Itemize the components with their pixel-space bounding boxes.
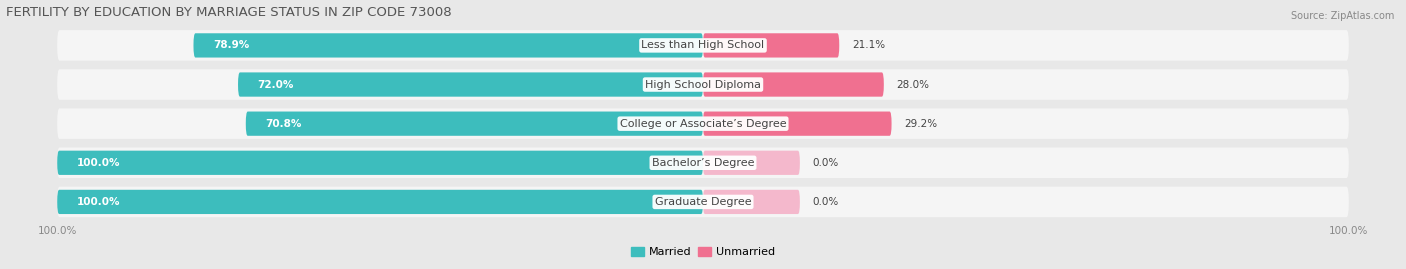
Text: 78.9%: 78.9% <box>212 40 249 50</box>
Text: 0.0%: 0.0% <box>813 158 839 168</box>
Text: Less than High School: Less than High School <box>641 40 765 50</box>
FancyBboxPatch shape <box>58 151 703 175</box>
Legend: Married, Unmarried: Married, Unmarried <box>627 242 779 262</box>
FancyBboxPatch shape <box>58 69 1348 100</box>
FancyBboxPatch shape <box>58 190 703 214</box>
Text: Bachelor’s Degree: Bachelor’s Degree <box>652 158 754 168</box>
FancyBboxPatch shape <box>246 112 703 136</box>
Text: Graduate Degree: Graduate Degree <box>655 197 751 207</box>
Text: Source: ZipAtlas.com: Source: ZipAtlas.com <box>1291 11 1395 21</box>
Text: FERTILITY BY EDUCATION BY MARRIAGE STATUS IN ZIP CODE 73008: FERTILITY BY EDUCATION BY MARRIAGE STATU… <box>6 6 451 19</box>
Text: 21.1%: 21.1% <box>852 40 886 50</box>
Text: 29.2%: 29.2% <box>904 119 938 129</box>
FancyBboxPatch shape <box>58 108 1348 139</box>
Text: 100.0%: 100.0% <box>76 197 120 207</box>
Text: High School Diploma: High School Diploma <box>645 80 761 90</box>
FancyBboxPatch shape <box>703 33 839 58</box>
FancyBboxPatch shape <box>703 72 884 97</box>
Text: 0.0%: 0.0% <box>813 197 839 207</box>
FancyBboxPatch shape <box>194 33 703 58</box>
FancyBboxPatch shape <box>238 72 703 97</box>
FancyBboxPatch shape <box>703 151 800 175</box>
FancyBboxPatch shape <box>703 112 891 136</box>
Text: 100.0%: 100.0% <box>76 158 120 168</box>
FancyBboxPatch shape <box>703 190 800 214</box>
FancyBboxPatch shape <box>58 147 1348 178</box>
Text: College or Associate’s Degree: College or Associate’s Degree <box>620 119 786 129</box>
FancyBboxPatch shape <box>58 187 1348 217</box>
Text: 72.0%: 72.0% <box>257 80 294 90</box>
Text: 28.0%: 28.0% <box>897 80 929 90</box>
Text: 70.8%: 70.8% <box>266 119 301 129</box>
FancyBboxPatch shape <box>58 30 1348 61</box>
